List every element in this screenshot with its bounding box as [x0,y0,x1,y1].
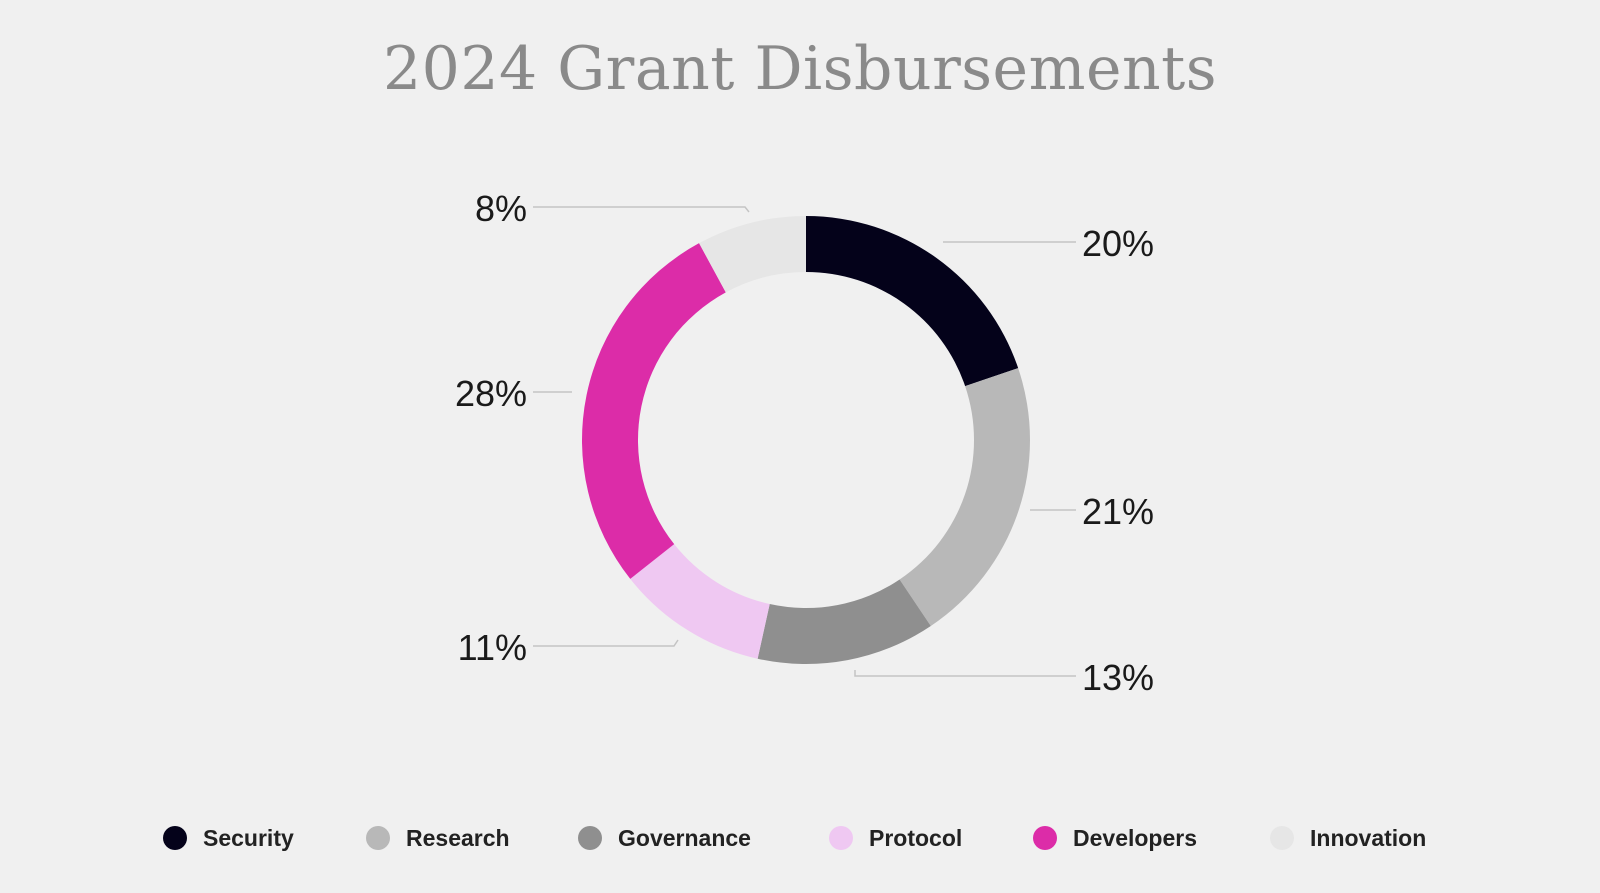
donut-slice-governance [757,579,931,664]
donut-slice-security [806,216,1019,387]
legend-item-developers: Developers [1033,818,1197,858]
data-label-security: 20% [1082,223,1154,264]
data-label-developers: 28% [455,373,527,414]
legend-dot [578,826,602,850]
legend-dot [1270,826,1294,850]
chart-title: 2024 Grant Disbursements [382,34,1218,104]
legend-dot [829,826,853,850]
legend-item-research: Research [366,818,510,858]
legend-item-innovation: Innovation [1270,818,1426,858]
data-label-innovation: 8% [475,188,527,229]
legend-dot [163,826,187,850]
data-label-governance: 13% [1082,657,1154,698]
donut-slice-developers [582,243,726,579]
legend-dot [366,826,390,850]
legend-label: Developers [1073,824,1198,851]
donut-slice-protocol [630,544,770,659]
legend-label: Protocol [869,824,963,851]
legend-item-governance: Governance [578,818,751,858]
legend-dot [1033,826,1057,850]
legend-label: Security [203,824,294,851]
donut-slice-innovation [699,216,806,293]
legend-label: Innovation [1310,824,1427,851]
legend-item-security: Security [163,818,294,858]
legend: Security Research Governance Protocol De… [0,818,1600,858]
legend-label: Governance [618,824,751,851]
donut-slice-research [899,368,1030,627]
legend-item-protocol: Protocol [829,818,962,858]
leader-line-innovation [533,206,750,213]
leader-line-protocol [533,639,679,647]
leader-line-governance [854,670,1076,677]
data-label-protocol: 11% [458,627,527,668]
data-label-research: 21% [1082,491,1154,532]
legend-label: Research [406,824,510,851]
